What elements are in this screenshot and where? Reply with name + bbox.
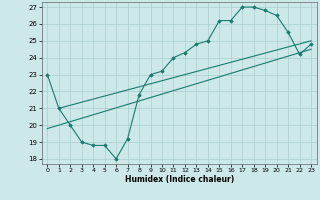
X-axis label: Humidex (Indice chaleur): Humidex (Indice chaleur) bbox=[124, 175, 234, 184]
